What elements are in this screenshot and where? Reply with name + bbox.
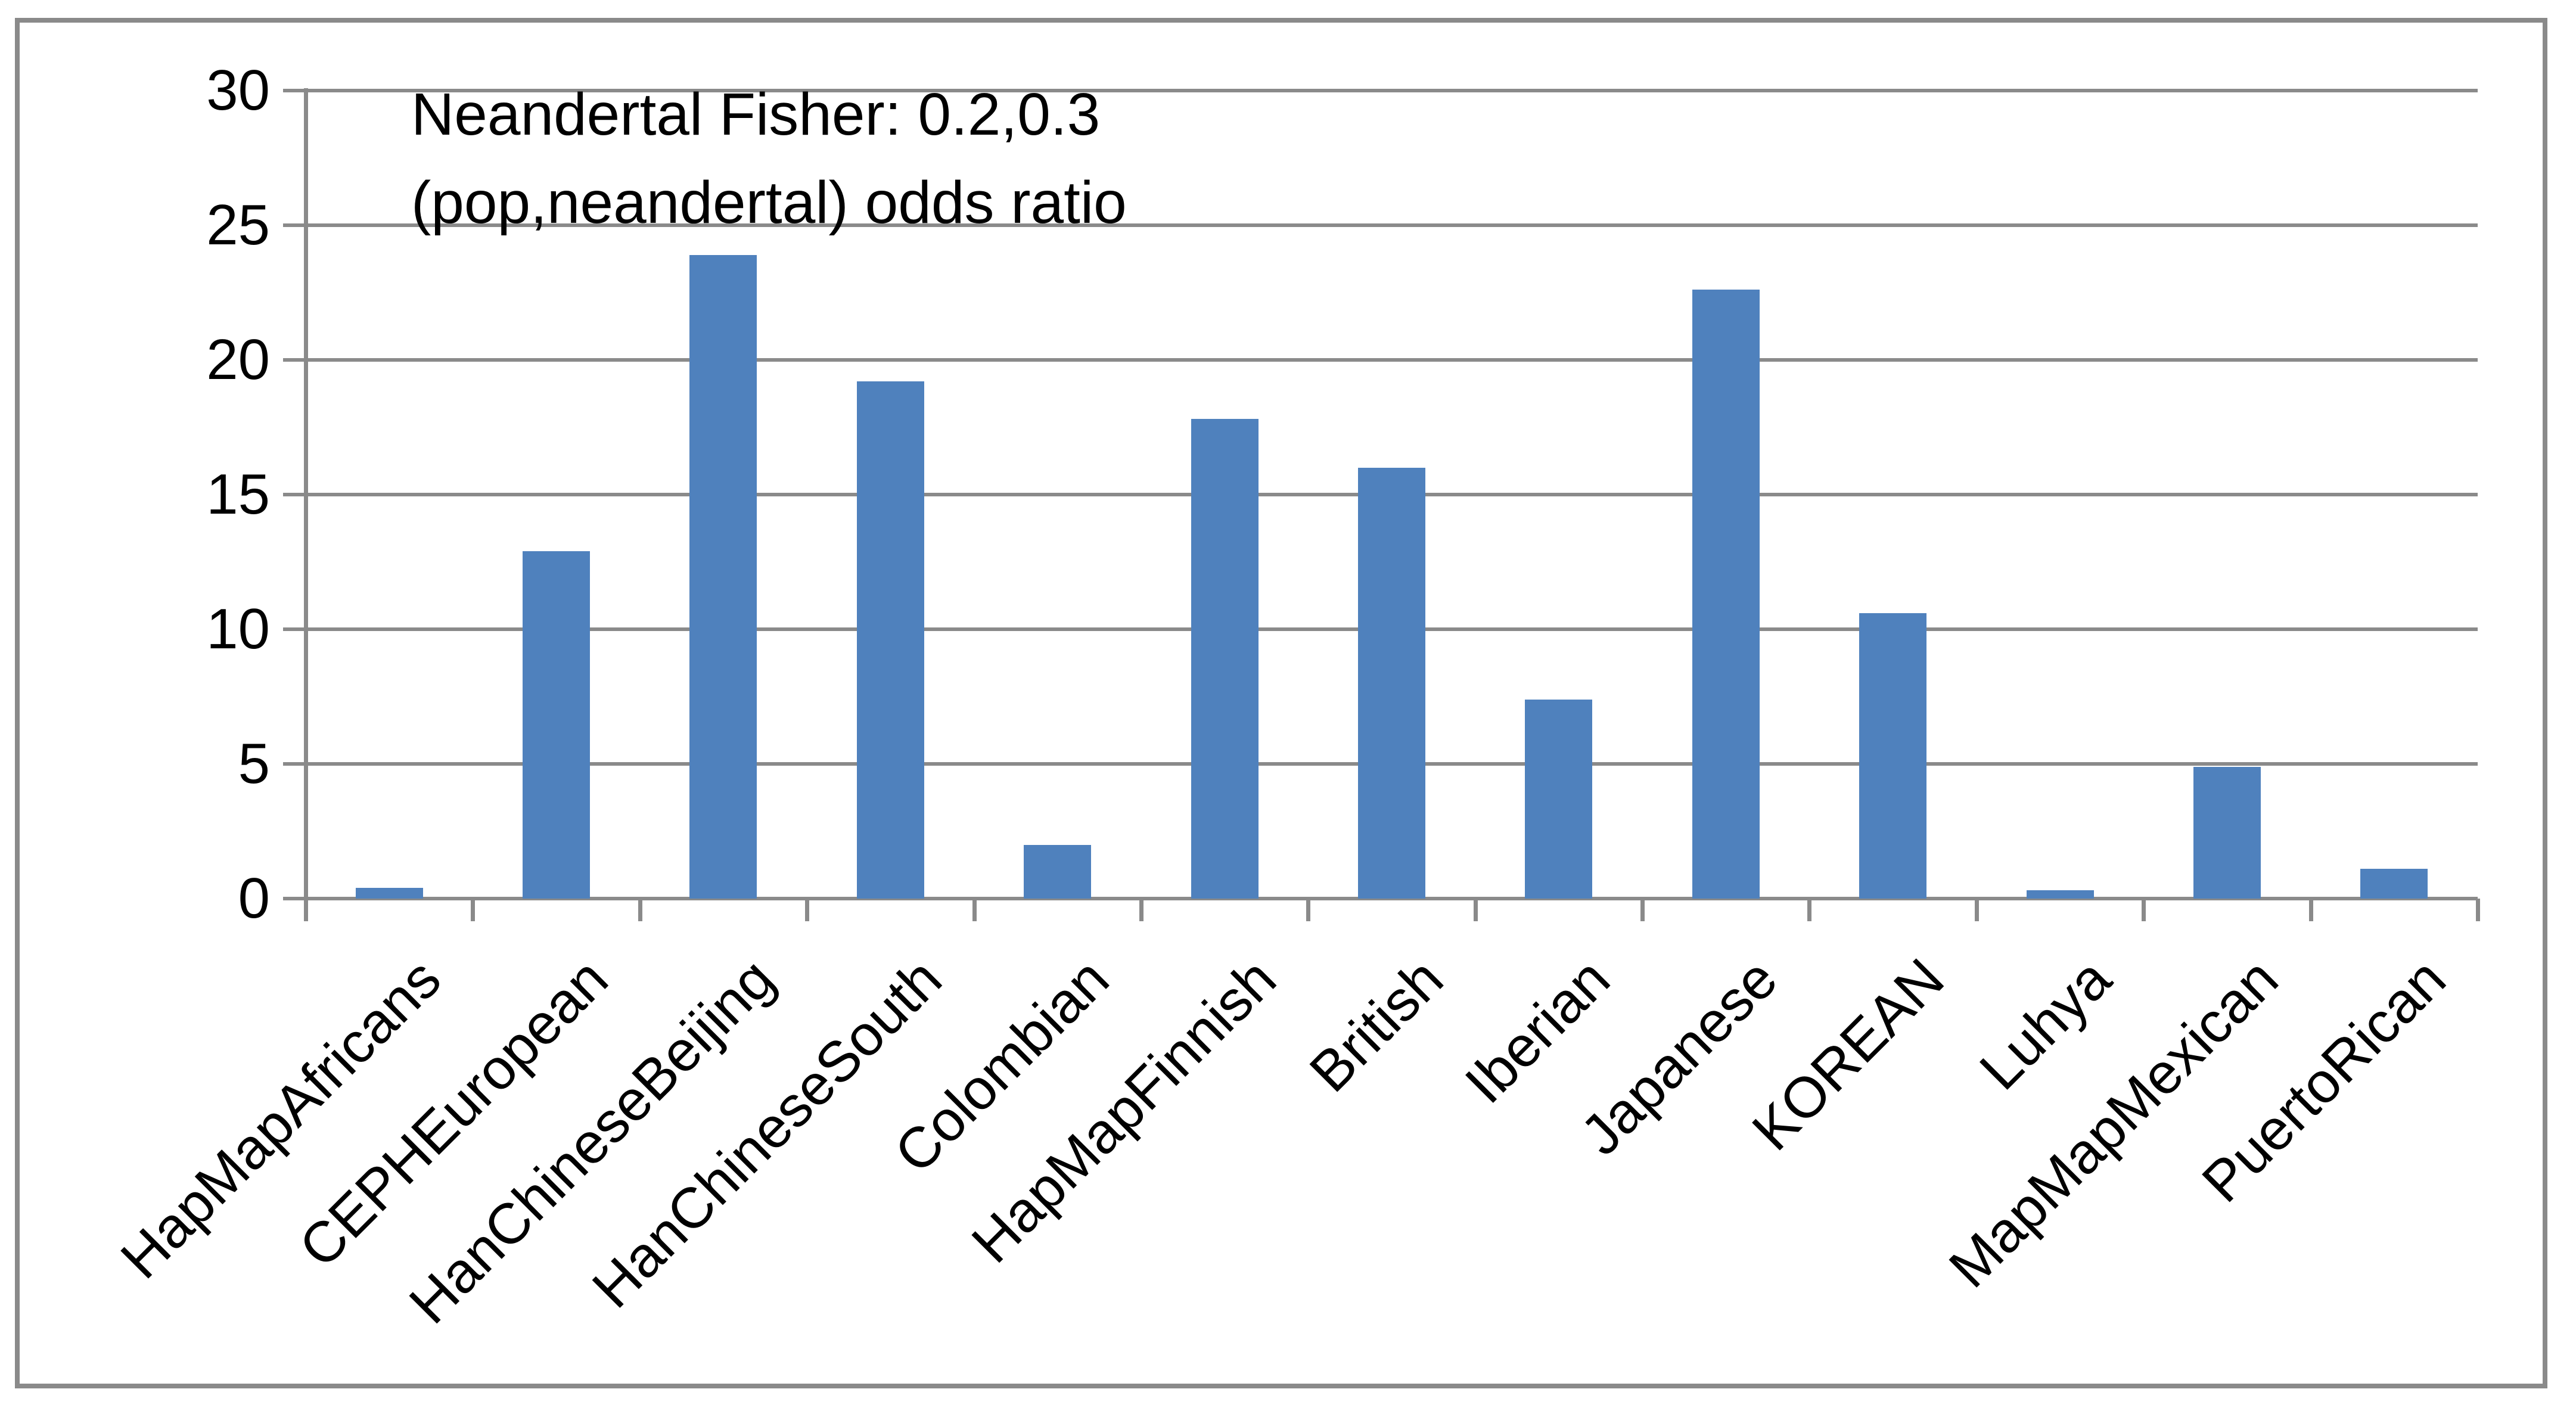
bar-Iberian — [1525, 699, 1593, 899]
y-tick-label-10: 10 — [206, 597, 270, 661]
bar-Colombian — [1024, 844, 1092, 899]
plot-area — [283, 88, 2480, 921]
bar-HanChineseSouth — [856, 381, 924, 899]
gridline-y-20 — [283, 358, 2478, 362]
x-axis-tick-0 — [304, 899, 308, 921]
x-axis-tick-10 — [1974, 899, 1979, 921]
x-axis-tick-5 — [1139, 899, 1143, 921]
x-axis-tick-7 — [1473, 899, 1478, 921]
bar-Luhya — [2026, 890, 2094, 899]
x-axis-tick-12 — [2308, 899, 2313, 921]
chart-title-line-2: (pop,neandertal) odds ratio — [411, 169, 1127, 236]
chart-title-line-1: Neandertal Fisher: 0.2,0.3 — [411, 81, 1101, 148]
x-axis-tick-3 — [805, 899, 810, 921]
x-axis-tick-4 — [972, 899, 977, 921]
y-tick-label-30: 30 — [206, 58, 270, 122]
y-tick-label-20: 20 — [206, 328, 270, 391]
x-axis-tick-8 — [1640, 899, 1645, 921]
x-axis-tick-6 — [1306, 899, 1311, 921]
gridline-y-25 — [283, 223, 2478, 227]
bar-PuertoRican — [2360, 869, 2428, 899]
bar-HapMapAfricans — [355, 887, 423, 899]
bar-Japanese — [1692, 290, 1760, 899]
x-axis-tick-9 — [1807, 899, 1812, 921]
bar-CEPHEuropean — [523, 551, 591, 899]
bar-KOREAN — [1859, 613, 1927, 899]
y-tick-label-15: 15 — [206, 462, 270, 526]
gridline-y-30 — [283, 89, 2478, 92]
bar-HanChineseBeijing — [689, 254, 757, 899]
y-tick-label-25: 25 — [206, 193, 270, 257]
figure-border — [15, 18, 2547, 1388]
x-axis-tick-13 — [2476, 899, 2480, 921]
y-axis-line — [304, 88, 308, 921]
y-tick-label-5: 5 — [238, 732, 270, 795]
x-axis-tick-1 — [471, 899, 476, 921]
y-tick-label-0: 0 — [238, 866, 270, 930]
bar-British — [1358, 467, 1425, 899]
x-axis-tick-11 — [2142, 899, 2146, 921]
gridline-y-0 — [283, 897, 2478, 900]
x-axis-tick-2 — [638, 899, 642, 921]
bar-HapMapFinnish — [1191, 419, 1259, 899]
chart-title: Neandertal Fisher: 0.2,0.3 (pop,neandert… — [411, 70, 1127, 247]
bar-MapMapMexican — [2193, 766, 2261, 899]
